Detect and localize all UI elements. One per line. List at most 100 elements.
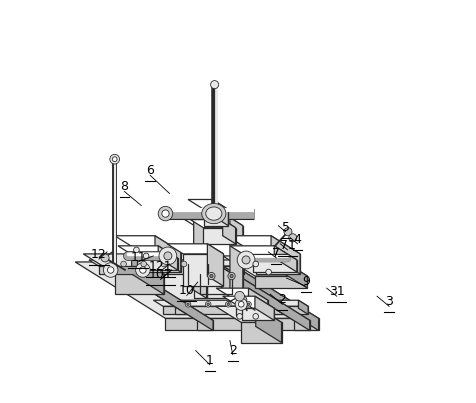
Ellipse shape [206,207,222,220]
Polygon shape [158,246,178,270]
Polygon shape [123,266,187,314]
Text: 121: 121 [149,260,172,273]
Polygon shape [272,306,284,314]
Polygon shape [99,266,244,274]
Polygon shape [167,244,224,254]
Circle shape [110,154,119,164]
Circle shape [235,298,247,310]
Polygon shape [255,276,307,288]
Text: 101: 101 [149,268,172,281]
Circle shape [235,291,245,301]
Circle shape [164,252,172,260]
Polygon shape [140,252,181,272]
Text: 9: 9 [302,275,310,288]
Text: 10: 10 [179,285,195,297]
Circle shape [136,263,150,277]
Text: 2: 2 [229,344,237,357]
Text: 8: 8 [120,181,129,193]
Circle shape [242,256,250,264]
Text: 2: 2 [278,293,286,306]
Circle shape [158,206,173,221]
Polygon shape [223,220,236,244]
Polygon shape [255,296,274,320]
Polygon shape [223,296,274,308]
Polygon shape [183,254,224,286]
Text: 7: 7 [272,247,280,260]
Polygon shape [188,199,228,210]
Polygon shape [166,318,318,330]
Polygon shape [118,246,178,258]
Polygon shape [256,306,281,343]
Circle shape [227,303,229,305]
Circle shape [134,247,139,253]
Circle shape [185,301,191,307]
Circle shape [161,261,167,267]
Ellipse shape [202,204,226,224]
Circle shape [238,301,244,307]
Polygon shape [271,236,300,274]
Polygon shape [131,254,164,294]
Polygon shape [208,244,224,286]
Circle shape [112,157,117,162]
Text: 71: 71 [279,239,296,252]
Polygon shape [298,300,308,314]
Polygon shape [110,256,213,330]
Polygon shape [75,262,318,318]
Circle shape [247,303,250,305]
Polygon shape [218,218,243,226]
Polygon shape [155,236,181,272]
Circle shape [266,269,271,275]
Polygon shape [242,308,274,320]
Circle shape [226,301,231,307]
Polygon shape [115,236,181,252]
Polygon shape [212,199,228,226]
Polygon shape [116,274,164,294]
Circle shape [205,301,211,307]
Polygon shape [83,254,164,274]
Polygon shape [216,306,281,322]
Polygon shape [275,256,307,288]
Circle shape [207,303,209,305]
Polygon shape [223,256,307,276]
Polygon shape [195,226,207,298]
Polygon shape [294,320,310,330]
Text: 3: 3 [385,295,393,308]
Text: 5: 5 [281,221,289,234]
Text: 12: 12 [91,248,107,261]
Polygon shape [227,236,300,254]
Circle shape [103,263,118,277]
Polygon shape [203,228,236,244]
Circle shape [253,314,258,319]
Polygon shape [197,320,213,330]
Polygon shape [187,266,239,278]
Polygon shape [175,306,187,314]
Circle shape [108,267,114,273]
Circle shape [253,261,258,267]
Polygon shape [228,262,318,330]
Polygon shape [219,266,239,298]
Polygon shape [194,218,207,298]
Polygon shape [230,218,243,298]
Polygon shape [163,306,308,314]
Circle shape [162,210,169,217]
Polygon shape [89,260,244,266]
Circle shape [246,301,251,307]
Circle shape [139,267,146,273]
Circle shape [101,254,109,262]
Circle shape [143,253,149,259]
Polygon shape [190,220,236,228]
Circle shape [181,261,187,267]
Polygon shape [153,300,308,306]
Polygon shape [208,266,284,306]
Circle shape [237,251,255,269]
Polygon shape [207,278,239,298]
Circle shape [210,81,218,89]
Circle shape [237,295,247,305]
Text: 31: 31 [329,285,345,298]
Circle shape [228,272,235,280]
Polygon shape [207,256,310,330]
Polygon shape [219,266,284,314]
Polygon shape [204,210,228,226]
Polygon shape [248,288,268,316]
Circle shape [210,274,213,278]
